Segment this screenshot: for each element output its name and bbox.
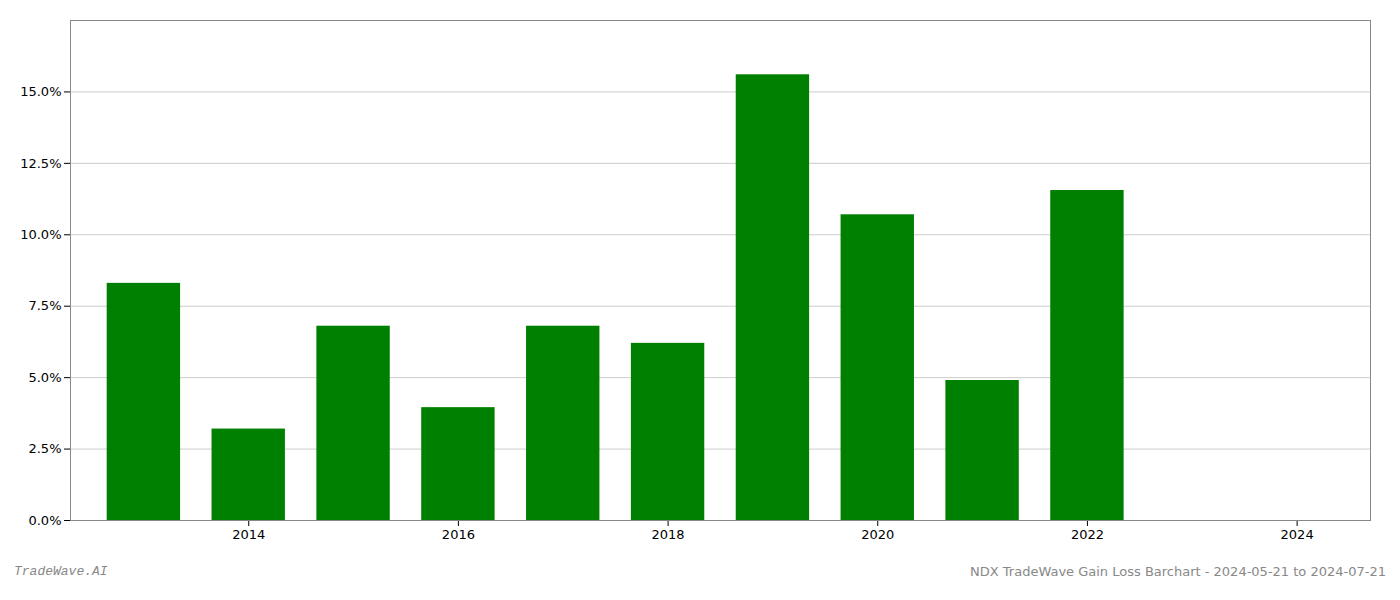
svg-text:12.5%: 12.5%	[20, 156, 61, 171]
svg-text:2020: 2020	[861, 527, 894, 542]
svg-text:2.5%: 2.5%	[28, 441, 61, 456]
svg-text:0.0%: 0.0%	[28, 513, 61, 528]
svg-text:2014: 2014	[232, 527, 265, 542]
html-text:TradeWave.AI: TradeWave.AI	[14, 564, 108, 579]
svg-text:2024: 2024	[1281, 527, 1314, 542]
svg-text:7.5%: 7.5%	[28, 298, 61, 313]
svg-text:2022: 2022	[1071, 527, 1104, 542]
svg-text:2018: 2018	[652, 527, 685, 542]
svg-text:5.0%: 5.0%	[28, 370, 61, 385]
svg-text:15.0%: 15.0%	[20, 84, 61, 99]
svg-text:10.0%: 10.0%	[20, 227, 61, 242]
svg-text:2016: 2016	[442, 527, 475, 542]
html-text:NDX TradeWave Gain Loss Barcha: NDX TradeWave Gain Loss Barchart - 2024-…	[970, 564, 1386, 579]
